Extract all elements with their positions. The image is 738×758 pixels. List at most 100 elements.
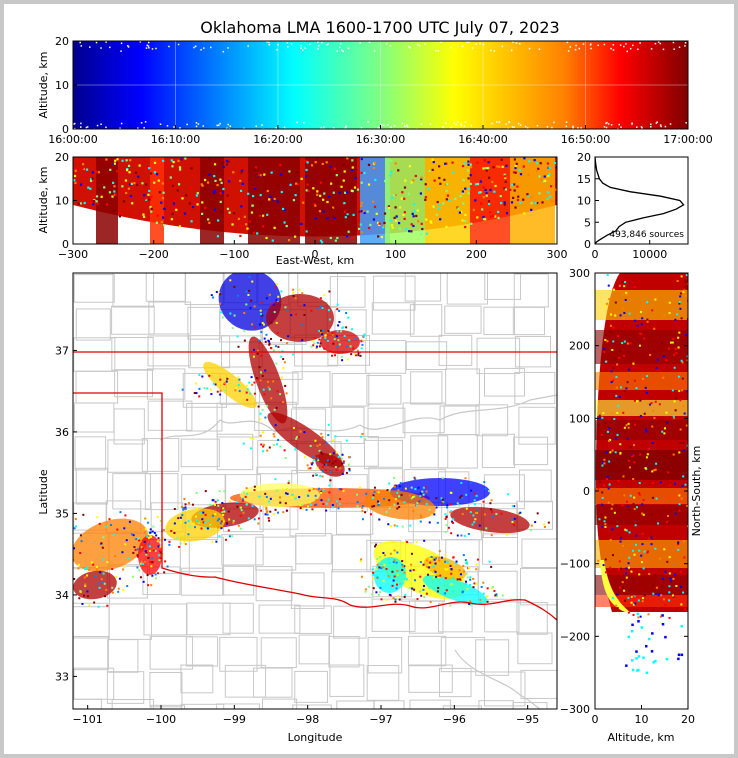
source-dot — [321, 475, 324, 478]
source-dot — [398, 506, 401, 509]
source-dot — [261, 375, 264, 378]
source-dot — [461, 513, 464, 516]
north-south-dot — [621, 280, 624, 283]
north-south-dot — [637, 595, 640, 598]
east-west-dot — [431, 168, 434, 171]
county-outline — [106, 671, 145, 704]
source-dot — [299, 430, 302, 433]
north-south-dot — [679, 399, 682, 402]
source-dot — [195, 507, 198, 510]
north-south-dot — [650, 402, 653, 405]
source-dot — [378, 518, 381, 521]
source-dot — [328, 484, 331, 487]
source-cluster — [424, 555, 466, 581]
east-west-dot — [177, 183, 181, 186]
source-dot — [373, 505, 376, 508]
source-dot — [394, 498, 397, 501]
north-south-dot — [616, 411, 619, 414]
source-dot — [233, 285, 236, 288]
east-west-dot — [411, 212, 414, 215]
source-dot — [217, 382, 220, 385]
north-south-dot — [625, 576, 628, 579]
east-west-dot — [171, 165, 174, 168]
east-west-dot — [269, 195, 272, 198]
north-south-dot — [616, 598, 619, 601]
north-south-dot — [624, 298, 627, 301]
east-west-dot — [432, 160, 435, 164]
north-south-dot — [634, 602, 637, 605]
north-south-dot — [677, 346, 680, 349]
east-west-dot — [451, 161, 454, 164]
source-dot — [96, 516, 99, 519]
source-dot — [377, 491, 380, 494]
source-dot — [410, 552, 413, 555]
east-west-dot — [323, 192, 326, 195]
time-altitude-gap — [339, 42, 342, 45]
north-south-dot — [625, 567, 628, 570]
east-west-dot — [263, 173, 266, 176]
north-south-outlier-dot — [644, 644, 648, 648]
source-dot — [117, 590, 120, 593]
source-dot — [158, 550, 161, 553]
north-south-dot — [611, 528, 614, 531]
source-dot — [428, 587, 431, 590]
source-dot — [241, 498, 244, 501]
source-dot — [331, 333, 334, 336]
source-dot — [371, 568, 374, 571]
east-west-dot — [161, 197, 165, 200]
north-south-outlier-dot — [680, 653, 684, 657]
time-altitude-gap — [606, 121, 608, 124]
north-south-dot — [625, 529, 628, 532]
county-outline — [444, 305, 482, 334]
source-dot — [464, 582, 467, 585]
east-west-dot — [346, 212, 349, 216]
source-dot — [122, 568, 125, 571]
north-south-dot — [607, 501, 610, 504]
east-west-dot — [126, 206, 129, 209]
east-west-dot — [336, 181, 339, 184]
source-dot — [319, 329, 322, 332]
source-dot — [273, 311, 276, 314]
source-dot — [73, 578, 76, 581]
source-dot — [382, 580, 385, 583]
source-dot — [349, 345, 352, 348]
east-west-dot — [240, 171, 243, 174]
source-dot — [388, 499, 391, 502]
east-west-dot — [264, 188, 267, 191]
lake-outline — [454, 649, 541, 709]
county-outline — [440, 636, 485, 673]
east-west-dot — [172, 202, 176, 205]
north-south-dot — [616, 334, 619, 337]
east-west-dot — [470, 222, 473, 225]
source-dot — [327, 423, 330, 426]
source-dot — [322, 488, 325, 491]
source-dot — [286, 492, 289, 495]
east-west-dot — [129, 159, 132, 162]
source-dot — [437, 576, 440, 579]
north-south-dot — [656, 358, 659, 361]
east-west-dot — [177, 159, 180, 163]
county-outline — [409, 699, 452, 709]
source-dot — [314, 504, 317, 507]
source-dot — [282, 511, 285, 514]
north-south-dot — [680, 585, 683, 588]
north-south-dot — [641, 597, 644, 600]
east-west-dot — [494, 184, 497, 188]
north-south-ylabel: North-South, km — [690, 446, 703, 537]
source-dot — [331, 506, 334, 509]
source-dot — [410, 563, 413, 566]
source-dot — [217, 504, 220, 507]
north-south-dot — [662, 355, 665, 358]
source-dot — [238, 390, 241, 393]
source-dot — [249, 392, 252, 395]
time-altitude-gap — [546, 126, 549, 128]
source-dot — [318, 449, 321, 452]
source-dot — [316, 341, 319, 344]
source-dot — [132, 551, 135, 554]
east-west-dot — [121, 185, 124, 188]
east-west-dot — [206, 181, 210, 184]
north-south-dot — [598, 414, 601, 417]
source-dot — [280, 339, 283, 342]
county-outline — [114, 369, 153, 398]
time-altitude-xtick-label: 17:00:00 — [663, 133, 712, 146]
